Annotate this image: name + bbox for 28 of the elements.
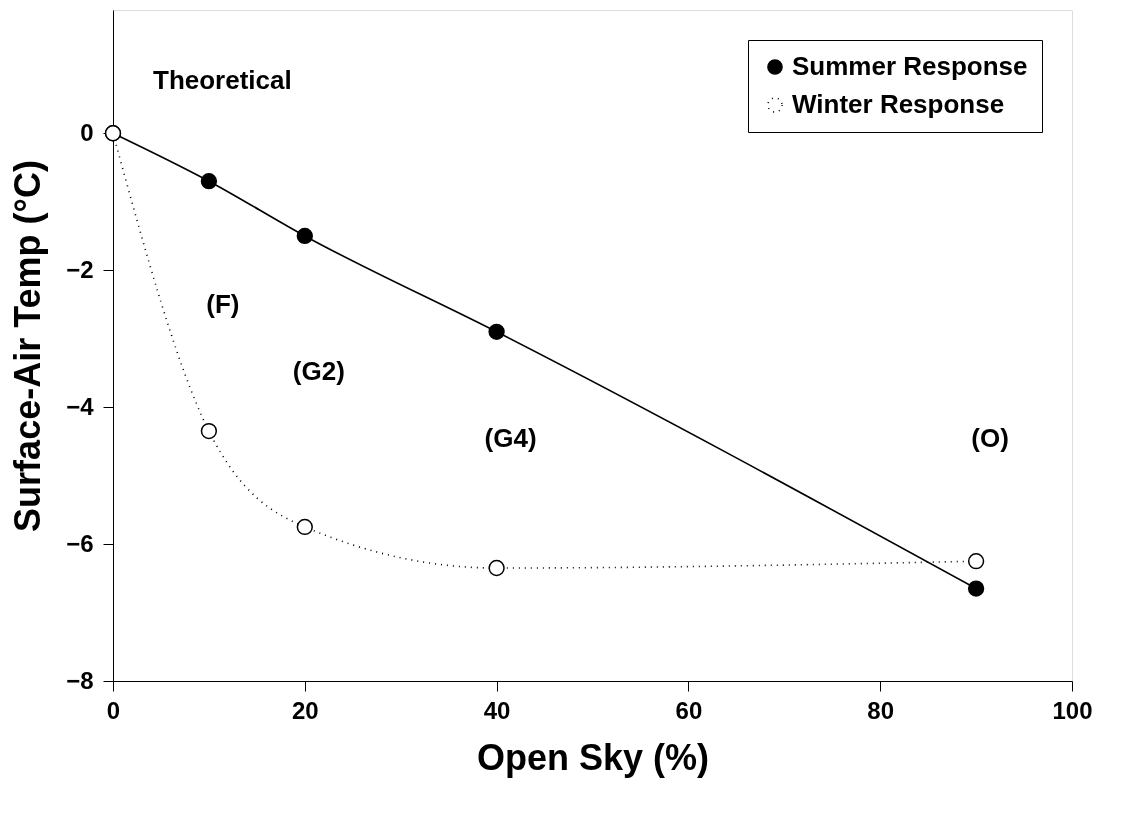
x-tick-label: 0 [106,696,121,724]
point [967,580,985,597]
annotation: (G4) [484,423,537,454]
y-tick-label: 0 [80,118,94,146]
y-axis-title: Surface-Air Temp (°C) [7,160,49,532]
y-tick-label: −8 [66,666,94,694]
annotation: (F) [206,289,240,320]
x-tick-label: 20 [291,696,319,724]
y-tick-label: −2 [66,255,94,283]
x-tick-label: 40 [483,696,511,724]
x-tick-label: 80 [867,696,895,724]
annotation: (O) [971,423,1009,454]
point [967,553,985,570]
x-axis-title: Open Sky (%) [476,736,710,778]
point [200,422,218,440]
legend-label: Winter Response [792,89,1005,119]
point [488,559,505,577]
annotation: Theoretical [153,65,292,96]
x-tick-label: 100 [1052,696,1093,724]
point [296,227,313,245]
y-tick-label: −4 [66,392,95,420]
legend-label: Summer Response [792,51,1028,81]
x-tick-label: 60 [675,696,703,724]
point [488,323,505,340]
point [296,518,313,536]
annotation: (G2) [292,356,345,387]
y-tick-label: −6 [66,529,94,557]
point [200,173,218,190]
